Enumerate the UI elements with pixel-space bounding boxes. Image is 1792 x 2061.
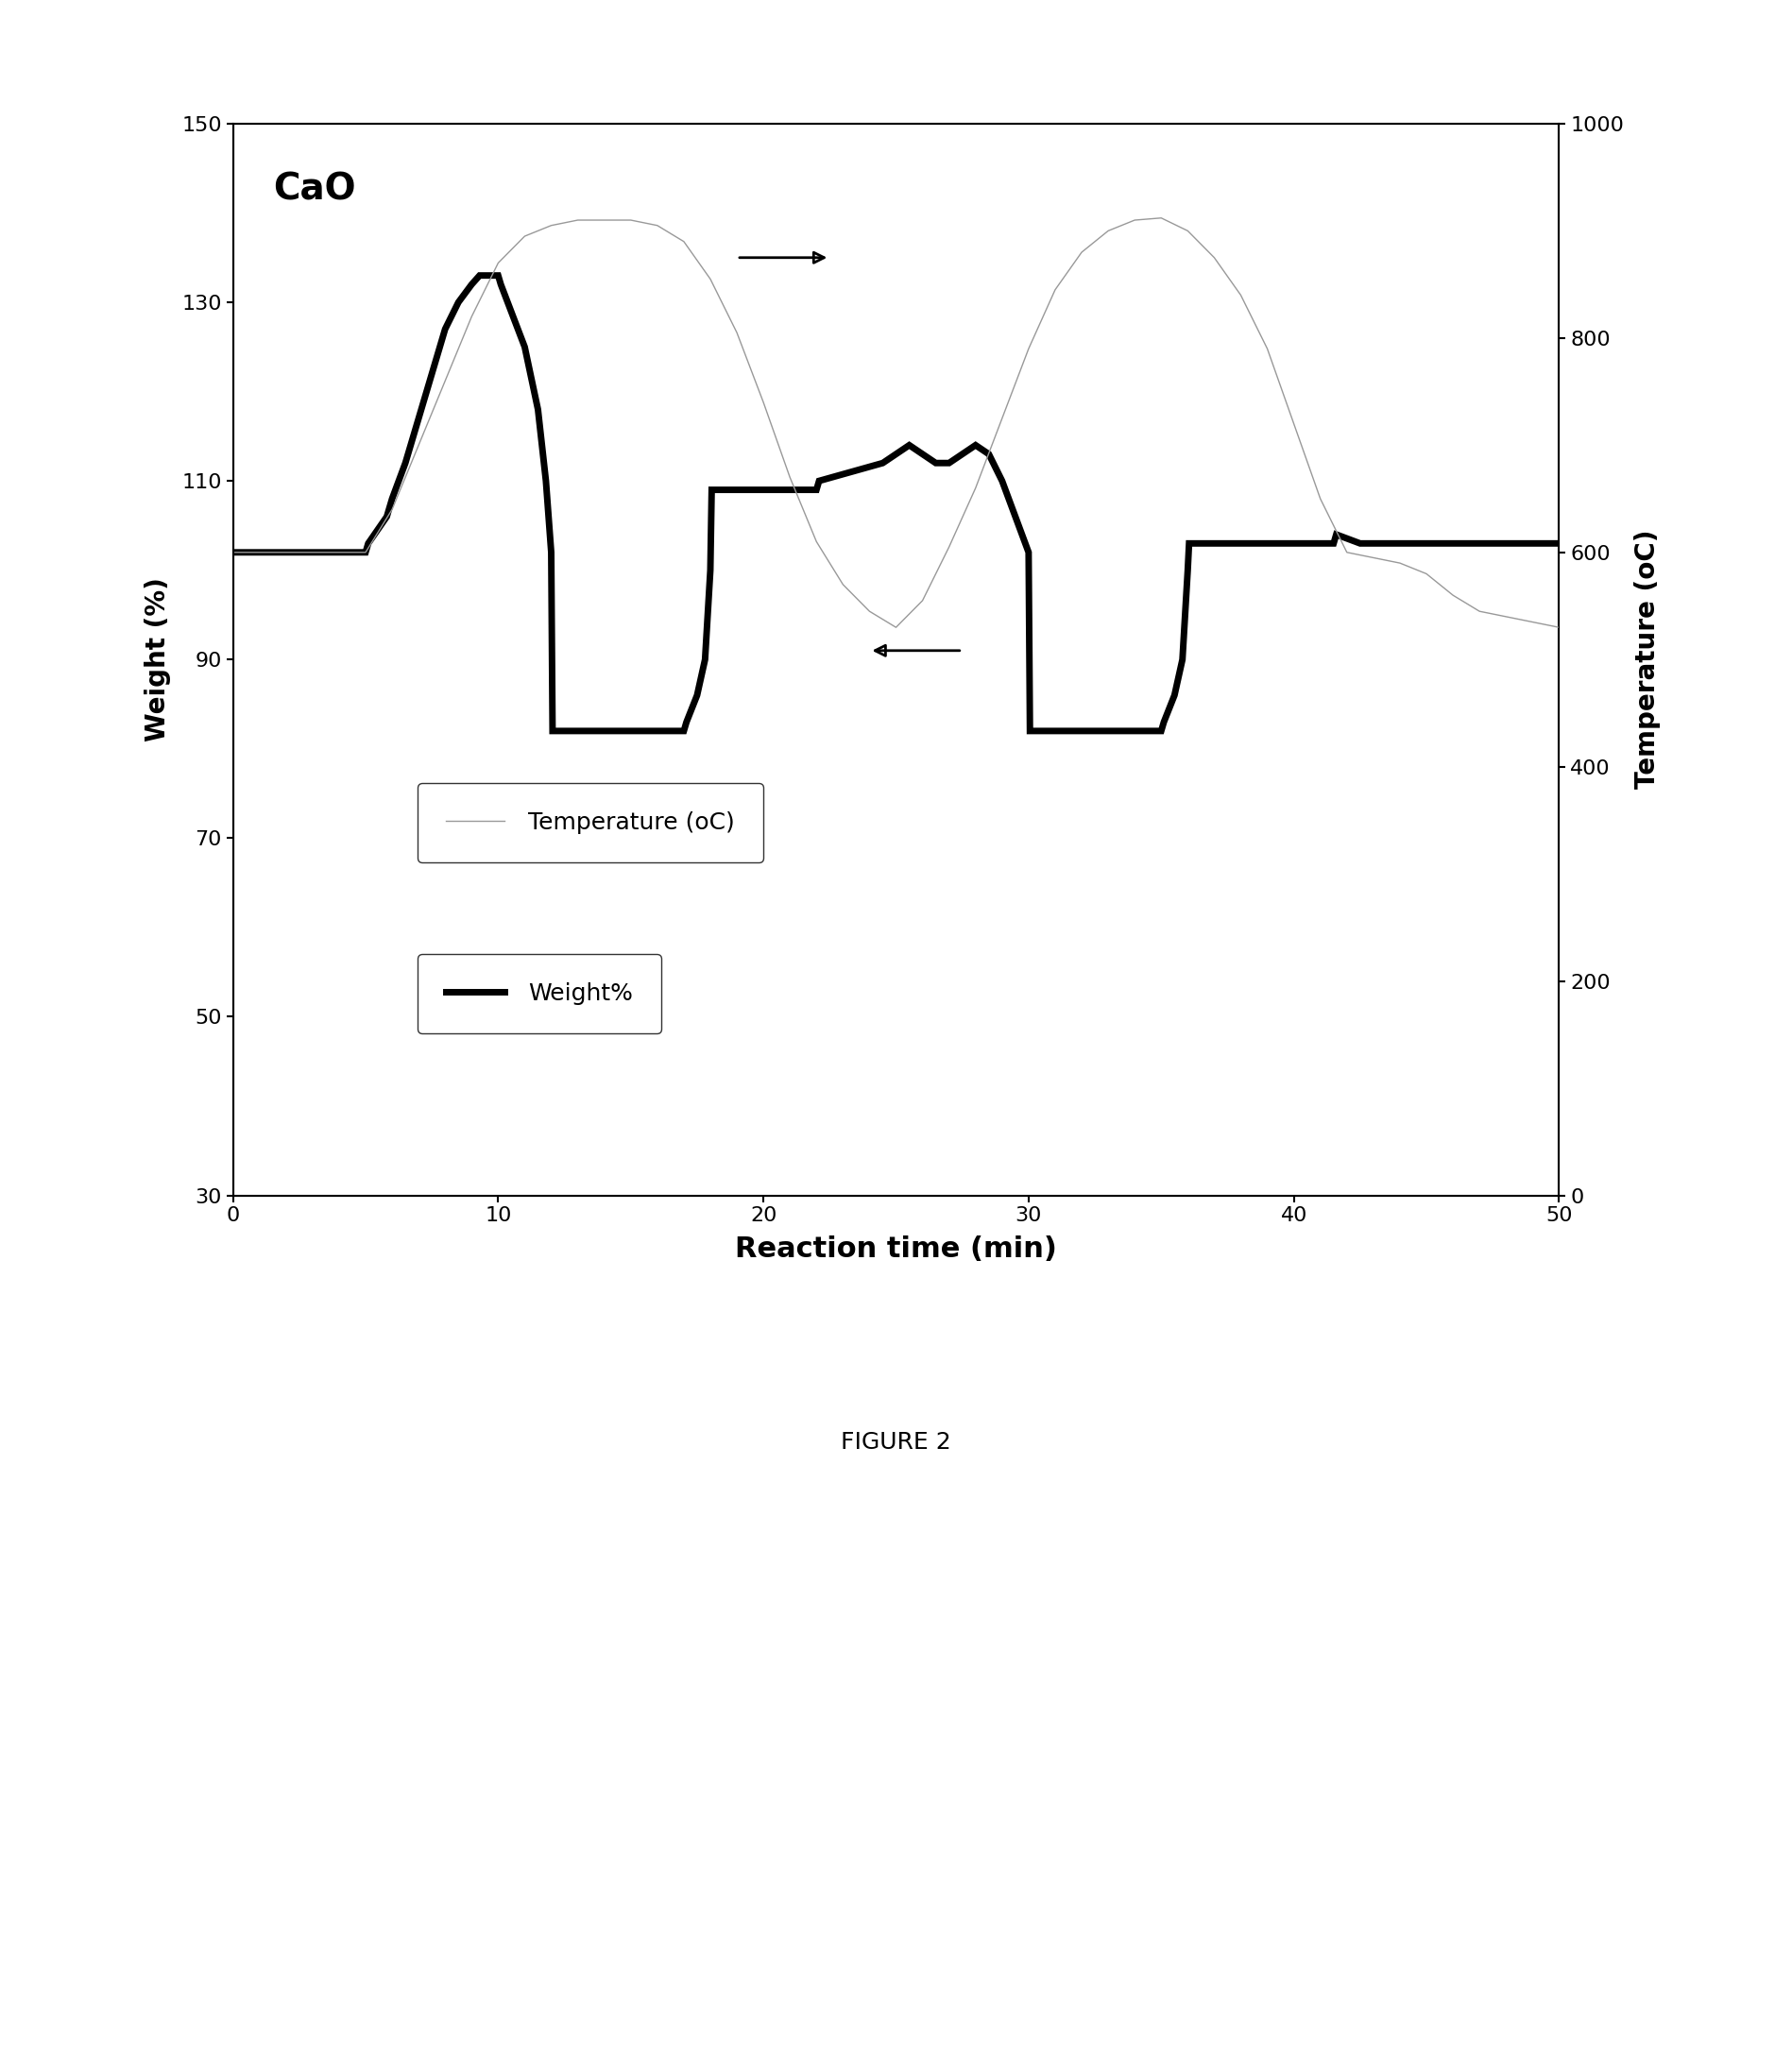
- Y-axis label: Weight (%): Weight (%): [145, 577, 170, 742]
- X-axis label: Reaction time (min): Reaction time (min): [735, 1237, 1057, 1263]
- Text: FIGURE 2: FIGURE 2: [840, 1432, 952, 1453]
- Y-axis label: Temperature (oC): Temperature (oC): [1634, 530, 1661, 789]
- Legend: Weight%: Weight%: [418, 954, 661, 1033]
- Text: CaO: CaO: [272, 171, 355, 208]
